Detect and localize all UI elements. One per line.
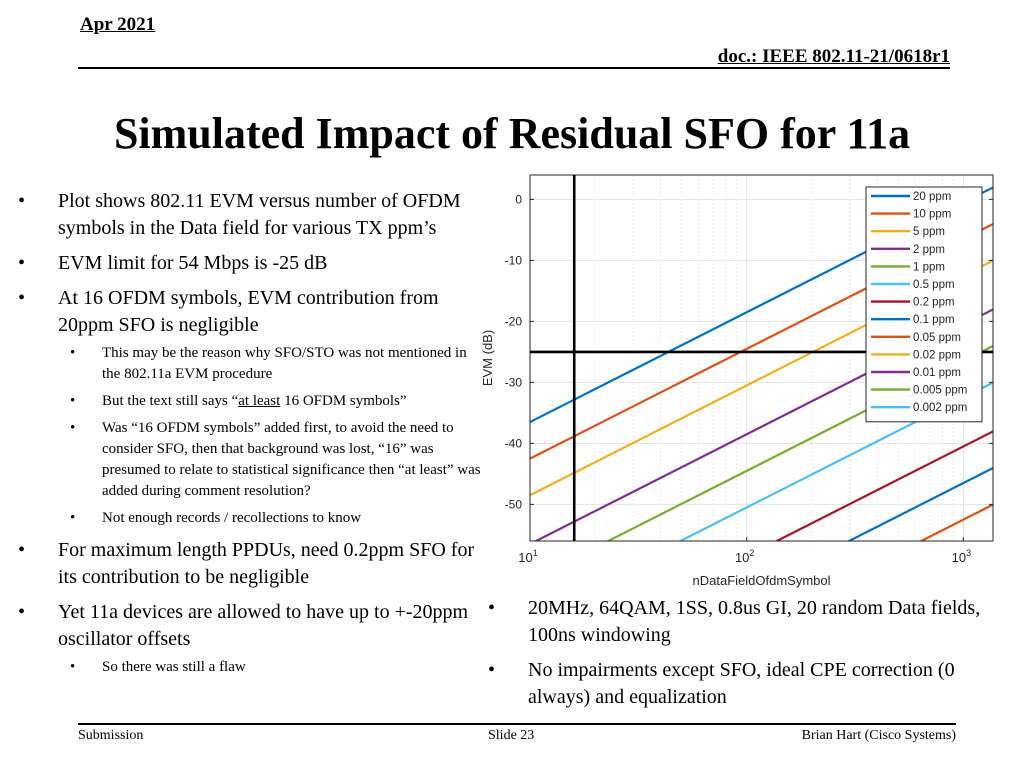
legend-label: 0.01 ppm (913, 367, 961, 379)
y-tick-label: -40 (505, 436, 523, 450)
legend-label: 0.02 ppm (913, 349, 961, 361)
legend-label: 0.5 ppm (913, 279, 955, 291)
legend-label: 5 ppm (913, 226, 945, 238)
simulation-notes: 20MHz, 64QAM, 1SS, 0.8us GI, 20 random D… (488, 595, 1008, 719)
note-item: 20MHz, 64QAM, 1SS, 0.8us GI, 20 random D… (488, 595, 1008, 649)
legend-label: 0.002 ppm (913, 402, 967, 414)
bullet-item: For maximum length PPDUs, need 0.2ppm SF… (18, 537, 488, 591)
sub-bullet-item: Was “16 OFDM symbols” added first, to av… (18, 418, 488, 502)
sub-bullet-item: Not enough records / recollections to kn… (18, 508, 488, 529)
y-axis-label: EVM (dB) (480, 330, 495, 386)
y-tick-label: 0 (515, 192, 522, 206)
bullet-list: Plot shows 802.11 EVM versus number of O… (18, 188, 488, 684)
bullet-item: Yet 11a devices are allowed to have up t… (18, 599, 488, 653)
sub-bullet-text: 16 OFDM symbols” (280, 393, 407, 409)
x-tick-label: 103 (952, 548, 971, 565)
header-doc-id: doc.: IEEE 802.11-21/0618r1 (717, 46, 950, 67)
bullet-item: EVM limit for 54 Mbps is -25 dB (18, 250, 488, 277)
x-tick-label: 101 (518, 548, 537, 565)
y-tick-label: -20 (505, 314, 523, 328)
series-line-0-2-ppm (774, 430, 993, 541)
legend-label: 0.1 ppm (913, 314, 955, 326)
legend-label: 10 ppm (913, 209, 951, 221)
bullet-item: Plot shows 802.11 EVM versus number of O… (18, 188, 488, 242)
footer-slide-number: Slide 23 (488, 728, 535, 743)
sub-bullet-text: But the text still says “ (102, 393, 239, 409)
legend-label: 0.2 ppm (913, 297, 955, 309)
x-tick-label: 102 (735, 548, 754, 565)
y-tick-label: -10 (505, 253, 523, 267)
footer-divider (78, 723, 956, 725)
evm-chart: 0 -10 -20 -30 -40 -50 101 102 103 EVM (dB) nDat… (480, 174, 994, 588)
x-axis-label: nDataFieldOfdmSymbol (693, 573, 831, 588)
chart-legend: 20 ppm 10 ppm 5 ppm 2 ppm 1 ppm 0.5 ppm 0.2 pp… (865, 186, 983, 423)
footer-left: Submission (78, 728, 144, 743)
bullet-item: At 16 OFDM symbols, EVM contribution fro… (18, 285, 488, 339)
legend-label: 0.05 ppm (913, 332, 961, 344)
footer-author: Brian Hart (Cisco Systems) (801, 728, 956, 743)
legend-label: 1 ppm (913, 261, 945, 273)
legend-label: 0.005 ppm (913, 385, 967, 397)
underlined-text: at least (238, 393, 281, 409)
legend-label: 2 ppm (913, 244, 945, 256)
legend-box (865, 186, 983, 423)
header-divider (78, 67, 950, 69)
plot-frame (529, 174, 994, 542)
sub-bullet-item: So there was still a flaw (18, 657, 488, 678)
y-tick-label: -30 (505, 375, 523, 389)
y-tick-label: -50 (505, 497, 523, 511)
sub-bullet-item: This may be the reason why SFO/STO was n… (18, 343, 488, 385)
series-line-0-1-ppm (846, 467, 993, 541)
sub-bullet-item: But the text still says “at least 16 OFD… (18, 391, 488, 412)
note-item: No impairments except SFO, ideal CPE cor… (488, 657, 1008, 711)
header-date: Apr 2021 (80, 14, 156, 35)
slide-title: Simulated Impact of Residual SFO for 11a (113, 109, 911, 158)
legend-label: 20 ppm (913, 191, 951, 203)
y-tick-labels: 0 -10 -20 -30 -40 -50 (505, 192, 993, 511)
